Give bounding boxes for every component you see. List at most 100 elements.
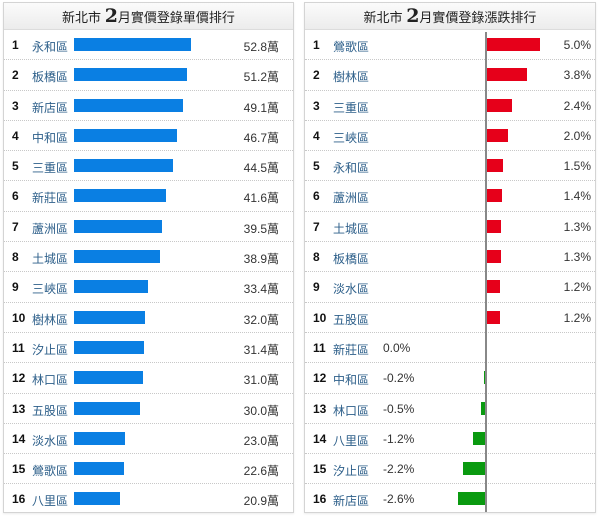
price-value: 32.0萬 — [243, 312, 279, 327]
rank-number: 6 — [313, 189, 320, 204]
district-link[interactable]: 八里區 — [32, 494, 69, 509]
district-link[interactable]: 板橋區 — [333, 252, 370, 267]
district-link[interactable]: 永和區 — [333, 161, 370, 176]
price-bar — [74, 128, 178, 142]
rank-number: 7 — [12, 219, 19, 234]
district-link[interactable]: 中和區 — [32, 130, 69, 145]
price-value: 41.6萬 — [243, 191, 279, 206]
price-value: 46.7萬 — [243, 130, 279, 145]
increase-bar — [487, 310, 500, 324]
table-row: 7 土城區 1.3% — [305, 212, 595, 243]
increase-bar — [487, 250, 501, 264]
rank-number: 11 — [12, 340, 25, 355]
table-row: 1 永和區 52.8萬 — [4, 30, 293, 61]
price-value: 49.1萬 — [243, 100, 279, 115]
change-value: -2.6% — [383, 492, 415, 507]
table-row: 16 八里區 20.9萬 — [4, 484, 293, 514]
district-link[interactable]: 五股區 — [333, 312, 370, 327]
change-value: 3.8% — [563, 68, 591, 83]
decrease-bar — [462, 462, 486, 476]
district-link[interactable]: 永和區 — [32, 40, 69, 54]
change-ranking-title: 新北市 2月實價登錄漲跌排行 — [305, 3, 595, 30]
district-link[interactable]: 新莊區 — [333, 342, 370, 357]
increase-bar — [487, 98, 513, 112]
rank-number: 4 — [313, 128, 320, 143]
decrease-bar — [480, 401, 486, 415]
rank-number: 15 — [12, 462, 26, 477]
district-link[interactable]: 八里區 — [333, 433, 370, 448]
district-link[interactable]: 汐止區 — [32, 342, 69, 357]
rank-number: 4 — [12, 128, 19, 143]
change-value: -0.5% — [383, 401, 415, 416]
table-row: 9 三峽區 33.4萬 — [4, 272, 293, 303]
district-link[interactable]: 汐止區 — [333, 464, 370, 479]
rank-number: 7 — [313, 219, 320, 234]
table-row: 6 蘆洲區 1.4% — [305, 181, 595, 212]
rank-number: 16 — [12, 492, 26, 507]
district-link[interactable]: 中和區 — [333, 373, 370, 388]
change-value: 2.0% — [563, 128, 591, 143]
table-row: 8 土城區 38.9萬 — [4, 242, 293, 273]
change-value: -0.2% — [383, 371, 415, 386]
price-bar — [74, 340, 144, 354]
change-value: 5.0% — [563, 38, 591, 52]
table-row: 14 淡水區 23.0萬 — [4, 424, 293, 455]
change-ranking-panel: 新北市 2月實價登錄漲跌排行 1 鶯歌區 5.0% 2 樹林區 3.8% 3 三重區 2.4% 4… — [304, 2, 596, 513]
title-suffix: 月實價登錄單價排行 — [117, 10, 235, 25]
price-bar — [74, 38, 191, 51]
district-link[interactable]: 三重區 — [333, 100, 370, 115]
district-link[interactable]: 新莊區 — [32, 191, 69, 206]
district-link[interactable]: 林口區 — [32, 373, 69, 388]
table-row: 1 鶯歌區 5.0% — [305, 30, 595, 61]
district-link[interactable]: 三峽區 — [32, 282, 69, 297]
district-link[interactable]: 板橋區 — [32, 70, 69, 85]
price-bar — [74, 159, 173, 173]
district-link[interactable]: 樹林區 — [32, 312, 69, 327]
district-link[interactable]: 樹林區 — [333, 70, 370, 85]
increase-bar — [487, 219, 501, 233]
district-link[interactable]: 鶯歌區 — [32, 464, 69, 479]
rank-number: 11 — [313, 340, 326, 355]
rank-number: 3 — [313, 98, 320, 113]
table-row: 11 新莊區 0.0% — [305, 333, 595, 364]
table-row: 7 蘆洲區 39.5萬 — [4, 212, 293, 243]
table-row: 12 中和區 -0.2% — [305, 363, 595, 394]
rank-number: 12 — [313, 371, 327, 386]
table-row: 10 五股區 1.2% — [305, 303, 595, 333]
change-value: 1.3% — [563, 250, 591, 265]
rank-number: 10 — [313, 310, 327, 325]
price-value: 30.0萬 — [243, 403, 279, 418]
rank-number: 1 — [313, 38, 320, 52]
increase-bar — [487, 189, 502, 203]
price-value: 33.4萬 — [243, 282, 279, 297]
district-link[interactable]: 林口區 — [333, 403, 370, 418]
district-link[interactable]: 新店區 — [333, 494, 370, 509]
change-value: 0.0% — [383, 340, 411, 355]
district-link[interactable]: 鶯歌區 — [333, 40, 370, 54]
table-row: 4 三峽區 2.0% — [305, 121, 595, 152]
increase-bar — [487, 68, 528, 82]
district-link[interactable]: 三重區 — [32, 161, 69, 176]
price-bar — [74, 250, 161, 264]
district-link[interactable]: 蘆洲區 — [32, 221, 69, 236]
rank-number: 10 — [12, 310, 26, 325]
district-link[interactable]: 淡水區 — [32, 433, 69, 448]
rank-number: 5 — [313, 159, 320, 174]
table-row: 14 八里區 -1.2% — [305, 424, 595, 455]
district-link[interactable]: 淡水區 — [333, 282, 370, 297]
price-value: 51.2萬 — [243, 70, 279, 85]
rank-number: 9 — [12, 280, 19, 295]
district-link[interactable]: 五股區 — [32, 403, 69, 418]
price-value: 31.4萬 — [243, 342, 279, 357]
title-suffix: 月實價登錄漲跌排行 — [419, 10, 537, 25]
table-row: 9 淡水區 1.2% — [305, 272, 595, 303]
district-link[interactable]: 土城區 — [333, 221, 370, 236]
district-link[interactable]: 蘆洲區 — [333, 191, 370, 206]
district-link[interactable]: 三峽區 — [333, 130, 370, 145]
table-row: 13 五股區 30.0萬 — [4, 394, 293, 424]
price-value: 23.0萬 — [243, 433, 279, 448]
district-link[interactable]: 土城區 — [32, 252, 69, 267]
rank-number: 5 — [12, 159, 19, 174]
district-link[interactable]: 新店區 — [32, 100, 69, 115]
price-value: 52.8萬 — [243, 40, 279, 54]
